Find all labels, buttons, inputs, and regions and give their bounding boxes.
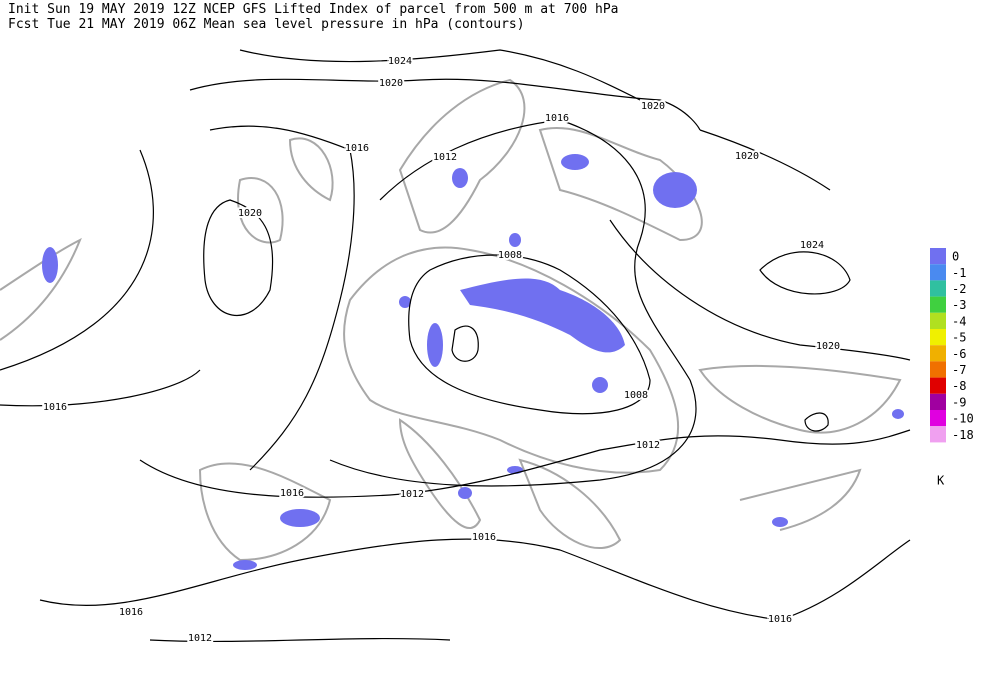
isobar-label: 1020: [238, 208, 262, 219]
legend-swatch: [930, 296, 946, 313]
legend-swatch: [930, 345, 946, 362]
isobar-label: 1016: [119, 607, 143, 618]
legend-unit: K: [937, 474, 945, 488]
isobar-label: 1008: [624, 390, 648, 401]
isobar-label: 1008: [498, 250, 522, 261]
legend-swatch: [930, 312, 946, 329]
legend-label: -18: [952, 428, 974, 442]
isobar-label: 1016: [472, 532, 496, 543]
legend-swatch: [930, 426, 946, 443]
legend-label: -4: [952, 314, 966, 328]
isobar-label: 1020: [816, 341, 840, 352]
isobar-label: 1024: [388, 56, 412, 67]
isobar-label: 1016: [768, 614, 792, 625]
isobar-label: 1020: [641, 101, 665, 112]
legend-swatch: [930, 248, 946, 265]
isobar-label: 1016: [280, 488, 304, 499]
isobar-label: 1016: [345, 143, 369, 154]
legend-label: -7: [952, 363, 966, 377]
lifted-index-areas: [42, 154, 904, 570]
isobar-label: 1016: [43, 402, 67, 413]
isobar-label: 1012: [188, 633, 212, 644]
legend-label: -10: [952, 412, 974, 426]
legend-label: -5: [952, 331, 966, 345]
legend-swatch: [930, 377, 946, 394]
legend-label: -3: [952, 298, 966, 312]
header-line: Init Sun 19 MAY 2019 12Z NCEP GFS Lifted…: [8, 2, 618, 17]
isobar-label: 1012: [433, 152, 457, 163]
isobar-label: 1016: [545, 113, 569, 124]
isobar-labels: 1024 1020 1016 1020 1016 1012 1020 1020 …: [41, 54, 842, 646]
legend-label: 0: [952, 250, 959, 264]
isobar-label: 1020: [379, 78, 403, 89]
legend-label: -9: [952, 395, 966, 409]
isobars: [0, 49, 911, 643]
isobar-label: 1024: [800, 240, 824, 251]
legend-label: -8: [952, 379, 966, 393]
header-line: Fcst Tue 21 MAY 2019 06Z Mean sea level …: [8, 17, 525, 32]
legend-label: -2: [952, 282, 966, 296]
legend-swatch: [930, 264, 946, 281]
legend-swatch: [930, 410, 946, 427]
legend-swatch: [930, 280, 946, 297]
isobar-label: 1020: [735, 151, 759, 162]
legend-label: -1: [952, 266, 966, 280]
coastlines: [0, 78, 902, 562]
legend-swatch: [930, 393, 946, 410]
legend-swatch: [930, 329, 946, 346]
isobar-label: 1012: [400, 489, 424, 500]
legend-swatch: [930, 361, 946, 378]
legend-label: -6: [952, 347, 966, 361]
isobar-label: 1012: [636, 440, 660, 451]
legend: K 0 -1 -2 -3 -4 -5 -6 -7 -8 -9 -10 -18: [930, 248, 974, 488]
